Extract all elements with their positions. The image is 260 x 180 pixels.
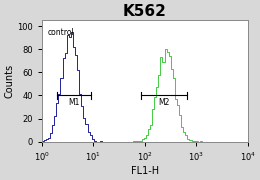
Text: M1: M1 (68, 98, 80, 107)
X-axis label: FL1-H: FL1-H (131, 166, 159, 176)
Title: K562: K562 (123, 4, 167, 19)
Text: M2: M2 (158, 98, 170, 107)
Y-axis label: Counts: Counts (4, 64, 14, 98)
Text: control: control (48, 28, 74, 37)
